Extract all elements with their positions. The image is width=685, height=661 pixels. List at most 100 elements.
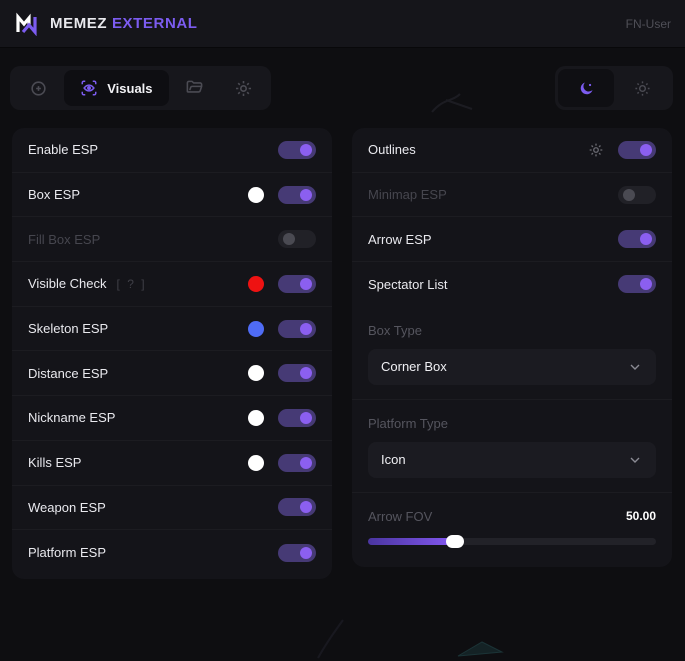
box-type-value: Corner Box (381, 359, 447, 375)
box-type-select[interactable]: Corner Box (368, 348, 656, 385)
toggle-switch[interactable] (278, 319, 316, 338)
setting-label: Minimap ESP (368, 187, 447, 203)
tab-visuals[interactable]: Visuals (64, 70, 169, 106)
toggle-knob (300, 143, 312, 156)
setting-row-box-esp: Box ESP (12, 173, 332, 218)
color-swatch[interactable] (248, 186, 264, 203)
brand-title: MEMEZ EXTERNAL (50, 15, 198, 32)
arrow-fov-section: Arrow FOV 50.00 (352, 493, 672, 563)
color-swatch[interactable] (248, 320, 264, 337)
setting-row-platform-esp: Platform ESP (12, 530, 332, 575)
toggle-switch[interactable] (278, 230, 316, 249)
setting-label: Platform ESP (28, 545, 107, 561)
setting-row-skeleton-esp: Skeleton ESP (12, 307, 332, 352)
setting-label: Distance ESP (28, 365, 109, 381)
toggle-knob (283, 233, 295, 246)
tab-visuals-label: Visuals (107, 80, 153, 96)
chevron-down-icon (630, 364, 640, 370)
folder-icon (186, 80, 203, 93)
brand-logo-icon (16, 12, 37, 36)
tab-bar: Visuals (10, 66, 271, 110)
color-swatch[interactable] (248, 275, 264, 292)
moon-icon (580, 81, 593, 94)
chevron-down-icon (630, 457, 640, 463)
toggle-switch[interactable] (618, 185, 656, 204)
setting-row-spectator-list: Spectator List (352, 262, 672, 307)
platform-type-section: Platform Type Icon (352, 400, 672, 493)
row-settings-button[interactable] (588, 142, 604, 158)
toggle-knob (300, 188, 312, 201)
arrow-fov-label: Arrow FOV (368, 508, 433, 524)
setting-row-minimap-esp: Minimap ESP (352, 173, 672, 218)
setting-row-weapon-esp: Weapon ESP (12, 486, 332, 531)
tab-aim[interactable] (16, 70, 60, 106)
toggle-knob (623, 188, 635, 201)
color-swatch[interactable] (248, 454, 264, 471)
setting-row-arrow-esp: Arrow ESP (352, 217, 672, 262)
setting-label: Outlines (368, 142, 416, 158)
toggle-switch[interactable] (278, 498, 316, 517)
setting-row-nickname-esp: Nickname ESP (12, 396, 332, 441)
toggle-switch[interactable] (278, 453, 316, 472)
theme-dark-button[interactable] (558, 69, 614, 107)
right-settings-panel: Outlines Minimap ESP Arrow ESP Spectator Li… (352, 128, 672, 567)
color-swatch[interactable] (248, 409, 264, 426)
setting-label: Skeleton ESP (28, 321, 109, 337)
platform-type-label: Platform Type (368, 415, 448, 431)
setting-label: Visible Check (28, 276, 107, 292)
toggle-switch[interactable] (618, 140, 656, 159)
gear-icon (235, 80, 251, 96)
help-hint: [ ? ] (116, 276, 147, 291)
sun-icon (634, 80, 650, 96)
toggle-switch[interactable] (278, 364, 316, 383)
toggle-switch[interactable] (618, 230, 656, 249)
arrow-fov-slider[interactable] (368, 534, 656, 548)
platform-type-value: Icon (381, 452, 406, 468)
toggle-knob (300, 501, 312, 514)
toggle-knob (300, 546, 312, 559)
setting-row-enable-esp: Enable ESP (12, 128, 332, 173)
tab-settings[interactable] (221, 70, 265, 106)
setting-label: Nickname ESP (28, 410, 116, 426)
toggle-switch[interactable] (278, 140, 316, 159)
setting-label: Spectator List (368, 276, 448, 292)
left-toggle-list: Enable ESP Box ESP Fill Box ESP Visible Che… (12, 128, 332, 575)
slider-handle[interactable] (445, 534, 464, 548)
tab-configs[interactable] (173, 70, 217, 106)
toggle-knob (640, 278, 652, 291)
theme-switch (555, 66, 673, 110)
left-settings-panel: Enable ESP Box ESP Fill Box ESP Visible Che… (12, 128, 332, 579)
setting-label: Arrow ESP (368, 231, 432, 247)
toggle-switch[interactable] (278, 274, 316, 293)
platform-type-select[interactable]: Icon (368, 441, 656, 478)
toggle-switch[interactable] (618, 275, 656, 294)
box-type-section: Box Type Corner Box (352, 307, 672, 400)
toggle-knob (300, 322, 312, 335)
color-swatch[interactable] (248, 365, 264, 382)
toggle-switch[interactable] (278, 543, 316, 562)
setting-label: Box ESP (28, 187, 81, 203)
right-toggle-list: Outlines Minimap ESP Arrow ESP Spectator Li… (352, 128, 672, 307)
setting-row-outlines: Outlines (352, 128, 672, 173)
arrow-fov-value: 50.00 (625, 509, 656, 524)
gear-icon (589, 143, 603, 157)
setting-row-fill-box-esp: Fill Box ESP (12, 217, 332, 262)
toggle-switch[interactable] (278, 408, 316, 427)
toggle-knob (300, 367, 312, 380)
toggle-knob (640, 233, 652, 246)
toggle-knob (640, 143, 652, 156)
crosshair-icon (30, 80, 46, 96)
setting-row-distance-esp: Distance ESP (12, 351, 332, 396)
setting-label: Fill Box ESP (28, 231, 101, 247)
setting-label: Enable ESP (28, 142, 99, 158)
toggle-knob (300, 456, 312, 469)
setting-row-visible-check: Visible Check [ ? ] (12, 262, 332, 307)
box-type-label: Box Type (368, 322, 422, 338)
setting-row-kills-esp: Kills ESP (12, 441, 332, 486)
toggle-knob (300, 277, 312, 290)
setting-label: Weapon ESP (28, 499, 106, 515)
toggle-knob (300, 411, 312, 424)
toggle-switch[interactable] (278, 185, 316, 204)
header: MEMEZ EXTERNAL FN-User (0, 0, 685, 48)
theme-light-button[interactable] (614, 69, 670, 107)
